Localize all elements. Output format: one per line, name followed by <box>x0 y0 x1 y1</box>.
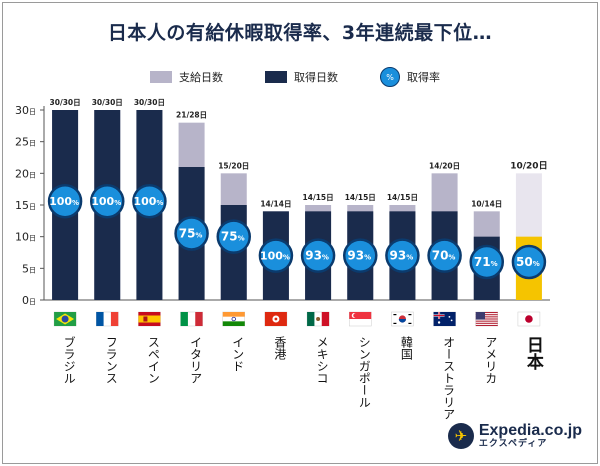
legend-label-rate: 取得率 <box>407 71 440 84</box>
logo-sub: エクスペディア <box>478 439 548 449</box>
rate-circle <box>511 244 547 280</box>
legend-swatch-taken <box>265 71 287 83</box>
y-tick-label: 25日 <box>15 136 36 149</box>
chart-title: 日本人の有給休暇取得率、3年連続最下位… <box>107 22 493 44</box>
usa-flag <box>475 311 498 327</box>
france-flag <box>96 311 119 327</box>
y-tick-label: 5日 <box>22 262 36 275</box>
rate-circle <box>216 219 251 254</box>
category-label: シンガポール <box>357 336 371 408</box>
singapore-flag <box>349 311 372 327</box>
legend-item-taken: 取得日数 <box>265 69 338 85</box>
category-label: アメリカ <box>484 336 498 384</box>
australia-flag <box>433 311 456 327</box>
y-tick-label: 20日 <box>15 167 36 180</box>
brazil-flag <box>53 311 77 327</box>
bar-top-label: 14/20日 <box>429 161 460 170</box>
bar-top-label: 14/15日 <box>387 193 418 202</box>
rate-circle <box>385 238 420 273</box>
bar-top-label: 10/14日 <box>471 199 502 208</box>
rate-circle <box>469 244 504 280</box>
bar-top-label: 10/20日 <box>510 160 547 171</box>
category-label: 韓国 <box>399 336 413 360</box>
y-tick-label: 15日 <box>15 199 36 212</box>
rate-circle <box>174 216 209 251</box>
italy-flag <box>180 311 203 327</box>
airplane-icon: ✈ <box>447 423 474 449</box>
expedia-logo: ✈ Expedia.co.jp エクスペディア <box>447 422 582 450</box>
category-label: オーストラリア <box>442 336 456 420</box>
category-label: イタリア <box>189 336 203 384</box>
category-label: 香港 <box>273 336 287 360</box>
category-label: 日本 <box>523 336 544 371</box>
spain-flag <box>138 311 161 327</box>
rate-label: 100% <box>260 250 290 263</box>
bar-top-label: 30/30日 <box>134 98 165 107</box>
rate-label: 100% <box>133 195 163 208</box>
rate-circle <box>258 238 294 273</box>
rate-circle <box>47 183 83 219</box>
y-tick-label: 30日 <box>15 104 36 117</box>
bar-top-label: 14/15日 <box>303 193 334 202</box>
rate-circle <box>300 238 336 273</box>
legend-swatch-granted <box>150 71 172 83</box>
legend-rate-icon: % <box>380 67 400 87</box>
japan-flag <box>517 311 541 327</box>
india-flag <box>222 311 245 327</box>
category-label: ブラジル <box>62 335 76 384</box>
legend-item-rate: % 取得率 <box>380 67 440 87</box>
legend-item-granted: 支給日数 <box>150 69 223 85</box>
legend: 支給日数 取得日数 % 取得率 <box>150 67 482 87</box>
y-tick-label: 10日 <box>15 231 36 244</box>
rate-circle <box>132 183 167 219</box>
rate-circle <box>90 183 125 219</box>
rate-circle <box>427 238 462 273</box>
rate-label: 100% <box>49 195 79 208</box>
category-label: スペイン <box>146 336 160 384</box>
legend-label-granted: 支給日数 <box>179 71 223 84</box>
logo-brand: Expedia.co.jp <box>478 422 582 439</box>
bar-top-label: 21/28日 <box>176 111 207 120</box>
korea-flag <box>391 311 414 327</box>
rate-label: 100% <box>91 195 121 208</box>
hong-kong-flag <box>264 311 288 327</box>
category-label: インド <box>231 336 245 372</box>
bar-top-label: 14/14日 <box>260 199 291 208</box>
bar-top-label: 30/30日 <box>92 98 123 107</box>
legend-label-taken: 取得日数 <box>294 71 338 84</box>
rate-circle <box>343 238 378 273</box>
category-label: フランス <box>104 336 118 384</box>
mexico-flag <box>306 311 330 327</box>
y-tick-label: 0日 <box>22 294 36 307</box>
bar-top-label: 14/15日 <box>345 193 376 202</box>
bar-top-label: 30/30日 <box>50 98 81 107</box>
category-label: メキシコ <box>315 336 329 384</box>
bar-top-label: 15/20日 <box>218 161 249 170</box>
